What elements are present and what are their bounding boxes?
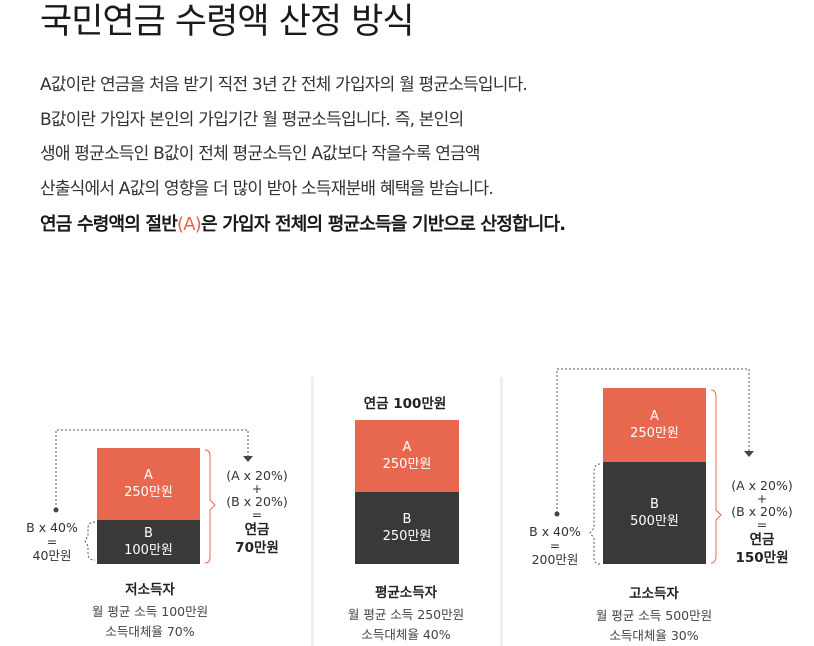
high-b-value: 500만원 <box>630 514 679 529</box>
high-result-value: 150만원 <box>735 550 789 566</box>
low-f2: + <box>251 481 263 496</box>
low-b-block: B 100만원 <box>97 520 200 564</box>
low-left-eq: = <box>46 534 58 549</box>
high-result-label: 연금 <box>749 532 775 548</box>
high-b-block: B 500만원 <box>603 462 706 564</box>
high-income: 월 평균 소득 500만원 <box>595 608 713 623</box>
description-line: A값이란 연금을 처음 받기 직전 3년 간 전체 가입자의 월 평균소득입니다… <box>40 75 528 95</box>
low-f1: (A x 20%) <box>226 468 288 483</box>
avg-b-block: B 250만원 <box>355 492 459 564</box>
avg-ratio: 소득대체율 40% <box>361 627 451 642</box>
low-a-letter: A <box>144 468 153 483</box>
low-a-block: A 250만원 <box>97 448 200 520</box>
high-arrow-head <box>744 451 754 457</box>
emphasis-statement: 연금 수령액의 절반(A)은 가입자 전체의 평균소득을 기반으로 산정합니다. <box>40 210 566 236</box>
avg-a-value: 250만원 <box>382 457 432 472</box>
high-connector-dot <box>554 511 560 517</box>
high-formula: (A x 20%) + (B x 20%) = 연금 150만원 <box>723 479 801 567</box>
low-f3: (B x 20%) <box>226 494 288 509</box>
description-line: 산출식에서 A값의 영향을 더 많이 받아 소득재분배 혜택을 받습니다. <box>40 178 494 199</box>
low-name: 저소득자 <box>125 582 175 598</box>
description-paragraph: A값이란 연금을 처음 받기 직전 3년 간 전체 가입자의 월 평균소득입니다… <box>40 68 528 206</box>
low-ratio: 소득대체율 70% <box>105 624 195 639</box>
high-name: 고소득자 <box>629 586 679 602</box>
low-income: 월 평균 소득 100만원 <box>91 604 209 619</box>
low-connector-dot <box>53 507 59 513</box>
low-b-contribution: B x 40% = 40만원 <box>22 521 82 563</box>
description-line: 생애 평균소득인 B값이 전체 평균소득인 A값보다 작을수록 연금액 <box>40 144 481 164</box>
high-b-letter: B <box>650 497 659 512</box>
avg-a-letter: A <box>402 440 412 455</box>
high-caption: 고소득자 월 평균 소득 500만원 소득대체율 30% <box>574 582 734 646</box>
low-caption: 저소득자 월 평균 소득 100만원 소득대체율 70% <box>70 578 230 642</box>
avg-income: 월 평균 소득 250만원 <box>347 607 465 622</box>
description-line: B값이란 가입자 본인의 가입기간 월 평균소득입니다. 즉, 본인의 <box>40 109 464 130</box>
page-title: 국민연금 수령액 산정 방식 <box>40 2 415 42</box>
high-f4: = <box>756 517 768 532</box>
high-f1: (A x 20%) <box>731 478 793 493</box>
high-left-top: B x 40% <box>529 524 581 539</box>
low-b-value: 100만원 <box>124 543 173 558</box>
emphasis-highlight: (A) <box>177 214 202 235</box>
low-right-brace <box>204 449 216 564</box>
high-b-contribution: B x 40% = 200만원 <box>524 525 586 567</box>
low-f4: = <box>251 507 263 522</box>
avg-a-block: A 250만원 <box>355 420 459 492</box>
emphasis-text-end: 은 가입자 전체의 평균소득을 기반으로 산정합니다. <box>200 214 566 235</box>
high-dashed-connector <box>556 368 750 513</box>
avg-b-letter: B <box>402 512 412 527</box>
avg-top-label: 연금 100만원 <box>363 396 447 412</box>
low-left-value: 40만원 <box>32 548 72 563</box>
low-b-letter: B <box>144 526 153 541</box>
high-a-block: A 250만원 <box>603 388 706 462</box>
high-f3: (B x 20%) <box>731 504 793 519</box>
low-left-brace <box>84 521 96 561</box>
avg-caption: 평균소득자 월 평균 소득 250만원 소득대체율 40% <box>326 581 486 645</box>
high-a-value: 250만원 <box>630 426 679 441</box>
low-formula: (A x 20%) + (B x 20%) = 연금 70만원 <box>218 469 296 557</box>
low-left-top: B x 40% <box>26 520 78 535</box>
high-f2: + <box>756 491 768 506</box>
low-result-label: 연금 <box>244 522 270 538</box>
emphasis-text: 연금 수령액의 절반 <box>40 214 178 235</box>
low-arrow-head <box>243 456 253 462</box>
high-right-brace <box>710 389 722 564</box>
high-left-brace <box>589 463 601 565</box>
high-left-value: 200만원 <box>531 552 579 567</box>
avg-b-value: 250만원 <box>382 529 432 544</box>
low-result-value: 70만원 <box>235 540 279 556</box>
low-dashed-connector <box>55 429 249 509</box>
avg-name: 평균소득자 <box>374 585 438 601</box>
panel-divider-right <box>500 377 503 646</box>
high-a-letter: A <box>650 409 659 424</box>
high-ratio: 소득대체율 30% <box>609 628 699 643</box>
low-a-value: 250만원 <box>124 485 173 500</box>
panel-divider-left <box>311 377 314 646</box>
high-left-eq: = <box>549 538 561 553</box>
